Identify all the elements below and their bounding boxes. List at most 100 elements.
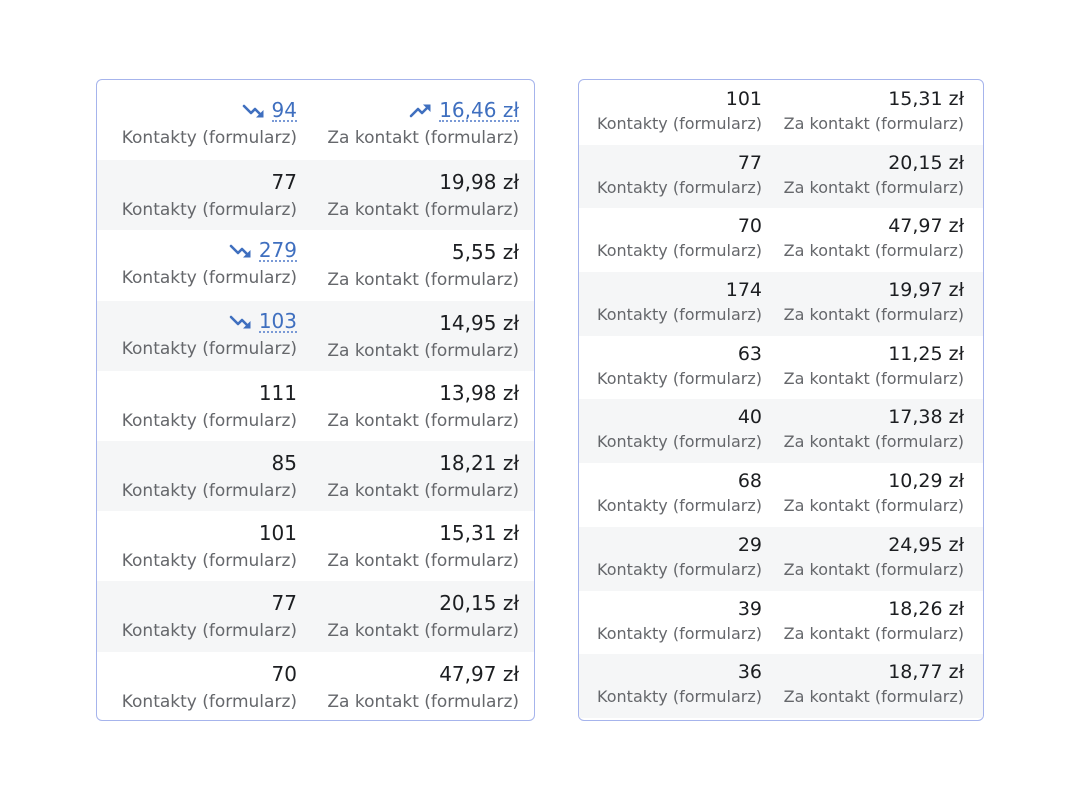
cost-per-contact-cell: 17,38 zł Za kontakt (formularz) — [762, 406, 964, 463]
cost-label: Za kontakt (formularz) — [783, 687, 964, 707]
cost-label: Za kontakt (formularz) — [327, 480, 519, 501]
cost-per-contact-cell: 15,31 zł Za kontakt (formularz) — [297, 521, 519, 581]
cost-label: Za kontakt (formularz) — [783, 305, 964, 325]
contacts-cell: 70 Kontakty (formularz) — [579, 215, 762, 272]
cost-label: Za kontakt (formularz) — [783, 432, 964, 452]
cost-per-contact-cell: 47,97 zł Za kontakt (formularz) — [762, 215, 964, 272]
contacts-cell: 77 Kontakty (formularz) — [97, 591, 297, 651]
contacts-cell: 70 Kontakty (formularz) — [97, 661, 297, 721]
contacts-value: 85 — [271, 450, 297, 475]
contacts-label: Kontakty (formularz) — [597, 305, 762, 325]
contacts-label: Kontakty (formularz) — [121, 480, 297, 501]
contacts-label: Kontakty (formularz) — [597, 496, 762, 516]
contacts-cell: 36 Kontakty (formularz) — [579, 661, 762, 718]
trend-value-link[interactable]: 279 — [258, 238, 297, 263]
cost-per-contact-cell: 5,55 zł Za kontakt (formularz) — [297, 240, 519, 300]
contacts-value: 39 — [737, 597, 762, 620]
contacts-value: 36 — [737, 661, 762, 684]
contacts-value: 70 — [737, 215, 762, 238]
cost-value: 15,31 zł — [439, 521, 519, 546]
contacts-label: Kontakty (formularz) — [121, 268, 297, 289]
cost-label: Za kontakt (formularz) — [783, 241, 964, 261]
cost-per-contact-cell: 24,95 zł Za kontakt (formularz) — [762, 534, 964, 591]
cost-per-contact-cell: 20,15 zł Za kontakt (formularz) — [297, 591, 519, 651]
contacts-label: Kontakty (formularz) — [121, 691, 297, 712]
cost-label: Za kontakt (formularz) — [327, 551, 519, 572]
contacts-label: Kontakty (formularz) — [597, 368, 762, 388]
cost-value: 5,55 zł — [451, 240, 519, 265]
cost-value: 15,31 zł — [888, 88, 964, 110]
cost-value-trend: 16,46 zł — [409, 100, 519, 122]
table-row: 70 Kontakty (formularz) 47,97 zł Za kontakt… — [579, 208, 983, 272]
trend-down-icon — [229, 243, 253, 259]
cost-value: 19,98 zł — [439, 170, 519, 195]
trend-value-link[interactable]: 16,46 zł — [439, 98, 519, 122]
contacts-label: Kontakty (formularz) — [597, 623, 762, 643]
cost-per-contact-cell: 18,77 zł Za kontakt (formularz) — [762, 661, 964, 718]
contacts-value: 174 — [725, 279, 762, 302]
cost-label: Za kontakt (formularz) — [327, 128, 519, 148]
cost-per-contact-cell: 14,95 zł Za kontakt (formularz) — [297, 311, 519, 371]
contacts-cell: 103 Kontakty (formularz) — [97, 311, 297, 371]
contacts-cell: 101 Kontakty (formularz) — [97, 521, 297, 581]
contacts-value: 68 — [737, 470, 762, 493]
cost-label: Za kontakt (formularz) — [783, 177, 964, 197]
cost-value: 17,38 zł — [888, 406, 964, 429]
contacts-label: Kontakty (formularz) — [121, 410, 297, 431]
contacts-cell: 111 Kontakty (formularz) — [97, 381, 297, 441]
contacts-label: Kontakty (formularz) — [121, 200, 297, 221]
table-row: 63 Kontakty (formularz) 11,25 zł Za kontakt… — [579, 336, 983, 400]
cost-value: 14,95 zł — [439, 310, 519, 335]
contacts-cell: 279 Kontakty (formularz) — [97, 240, 297, 300]
cost-label: Za kontakt (formularz) — [783, 623, 964, 643]
cost-label: Za kontakt (formularz) — [783, 114, 964, 133]
trend-up-icon — [409, 103, 433, 119]
table-row: 77 Kontakty (formularz) 20,15 zł Za kontakt… — [579, 144, 983, 209]
cost-value: 18,21 zł — [439, 450, 519, 475]
cost-value: 47,97 zł — [439, 661, 519, 686]
table-row: 39 Kontakty (formularz) 18,26 zł Za kontakt… — [579, 591, 983, 655]
cost-label: Za kontakt (formularz) — [327, 691, 519, 712]
contacts-label: Kontakty (formularz) — [597, 432, 762, 452]
trend-value-link[interactable]: 103 — [258, 308, 297, 333]
contacts-value: 77 — [271, 591, 297, 616]
trend-value-link[interactable]: 94 — [271, 98, 297, 122]
contacts-value: 70 — [271, 661, 297, 686]
cost-per-contact-cell: 18,26 zł Za kontakt (formularz) — [762, 598, 964, 655]
metrics-panel-left: 94 Kontakty (formularz) 16,46 zł Za kontakt… — [96, 79, 535, 721]
contacts-label: Kontakty (formularz) — [597, 687, 762, 707]
contacts-value: 77 — [737, 151, 762, 174]
table-row: 94 Kontakty (formularz) 16,46 zł Za kontakt… — [97, 90, 534, 160]
cost-label: Za kontakt (formularz) — [327, 340, 519, 361]
contacts-cell: 77 Kontakty (formularz) — [97, 170, 297, 230]
contacts-value-trend: 103 — [229, 311, 297, 333]
table-row: 36 Kontakty (formularz) 18,77 zł Za kontakt… — [579, 654, 983, 718]
cost-per-contact-cell: 47,97 zł Za kontakt (formularz) — [297, 661, 519, 721]
cost-per-contact-cell: 15,31 zł Za kontakt (formularz) — [762, 88, 964, 145]
contacts-value: 111 — [258, 380, 297, 405]
contacts-value: 29 — [737, 533, 762, 556]
contacts-label: Kontakty (formularz) — [121, 128, 297, 148]
cost-value: 11,25 zł — [888, 342, 964, 365]
contacts-cell: 68 Kontakty (formularz) — [579, 470, 762, 527]
cost-label: Za kontakt (formularz) — [327, 200, 519, 221]
contacts-label: Kontakty (formularz) — [121, 338, 297, 359]
cost-label: Za kontakt (formularz) — [327, 410, 519, 431]
contacts-label: Kontakty (formularz) — [121, 551, 297, 572]
cost-value: 20,15 zł — [439, 591, 519, 616]
cost-value: 13,98 zł — [439, 380, 519, 405]
cost-per-contact-cell: 20,15 zł Za kontakt (formularz) — [762, 152, 964, 209]
cost-per-contact-cell: 18,21 zł Za kontakt (formularz) — [297, 451, 519, 511]
table-row: 101 Kontakty (formularz) 15,31 zł Za kontak… — [97, 511, 534, 581]
table-row: 40 Kontakty (formularz) 17,38 zł Za kontakt… — [579, 399, 983, 464]
cost-per-contact-cell: 13,98 zł Za kontakt (formularz) — [297, 381, 519, 441]
contacts-value: 63 — [737, 342, 762, 365]
contacts-cell: 63 Kontakty (formularz) — [579, 343, 762, 400]
cost-value: 19,97 zł — [888, 279, 964, 302]
contacts-label: Kontakty (formularz) — [597, 559, 762, 579]
cost-per-contact-cell: 11,25 zł Za kontakt (formularz) — [762, 343, 964, 400]
contacts-cell: 77 Kontakty (formularz) — [579, 152, 762, 209]
contacts-label: Kontakty (formularz) — [597, 114, 762, 133]
cost-value: 10,29 zł — [888, 470, 964, 493]
cost-label: Za kontakt (formularz) — [327, 621, 519, 642]
